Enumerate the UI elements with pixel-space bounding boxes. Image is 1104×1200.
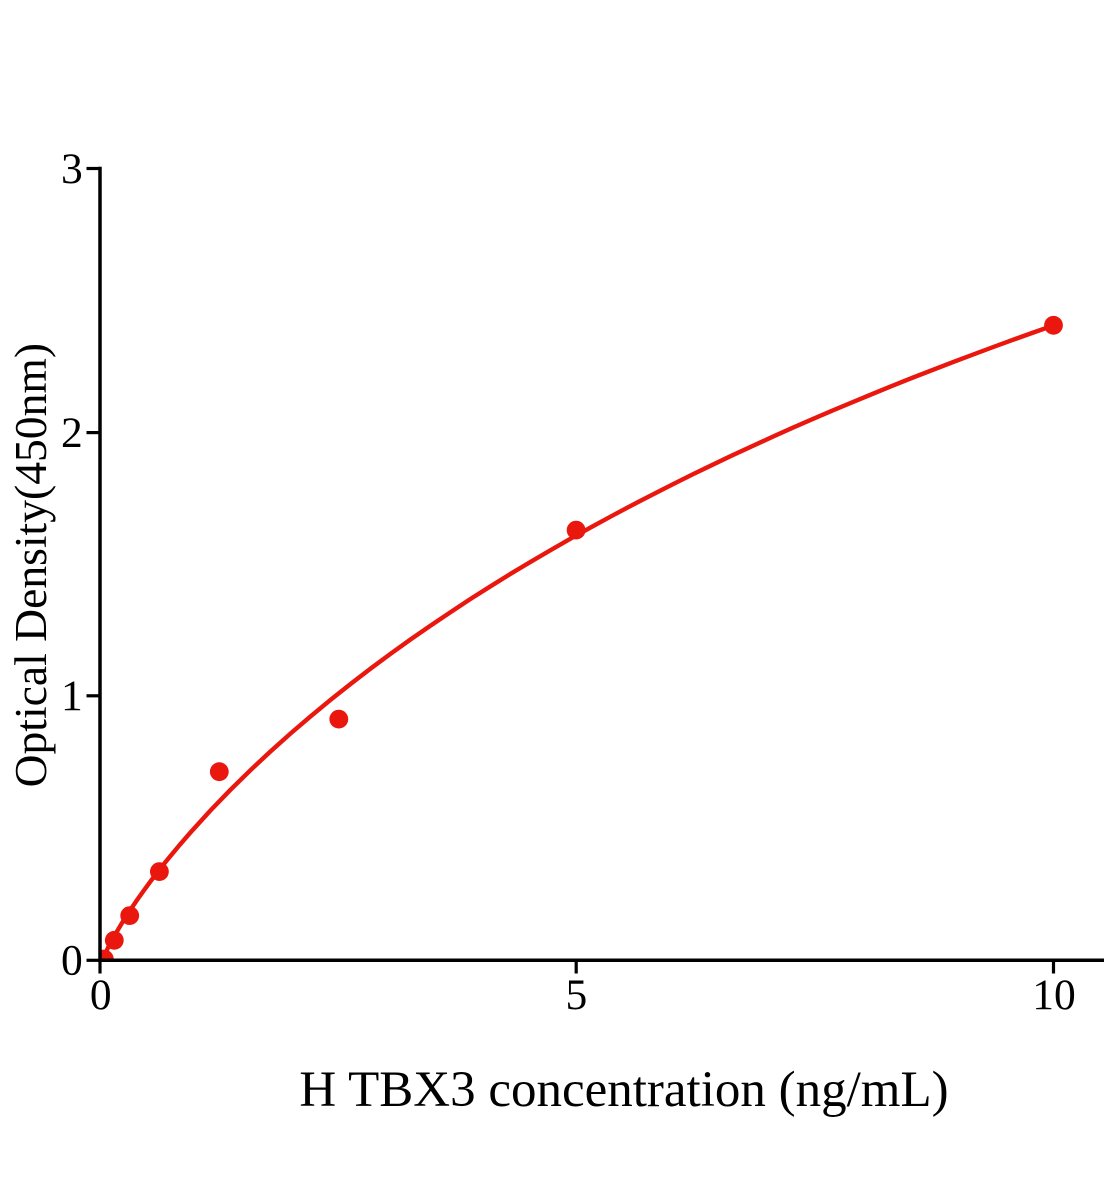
svg-text:0: 0 bbox=[61, 937, 83, 985]
svg-text:Optical Density(450nm): Optical Density(450nm) bbox=[5, 343, 56, 787]
svg-text:0: 0 bbox=[90, 971, 112, 1019]
svg-text:10: 10 bbox=[1032, 971, 1076, 1019]
svg-text:3: 3 bbox=[61, 145, 83, 193]
svg-text:2: 2 bbox=[61, 409, 83, 457]
svg-text:1: 1 bbox=[61, 672, 83, 720]
svg-text:H TBX3 concentration (ng/mL): H TBX3 concentration (ng/mL) bbox=[299, 1062, 948, 1118]
svg-text:5: 5 bbox=[566, 971, 588, 1019]
